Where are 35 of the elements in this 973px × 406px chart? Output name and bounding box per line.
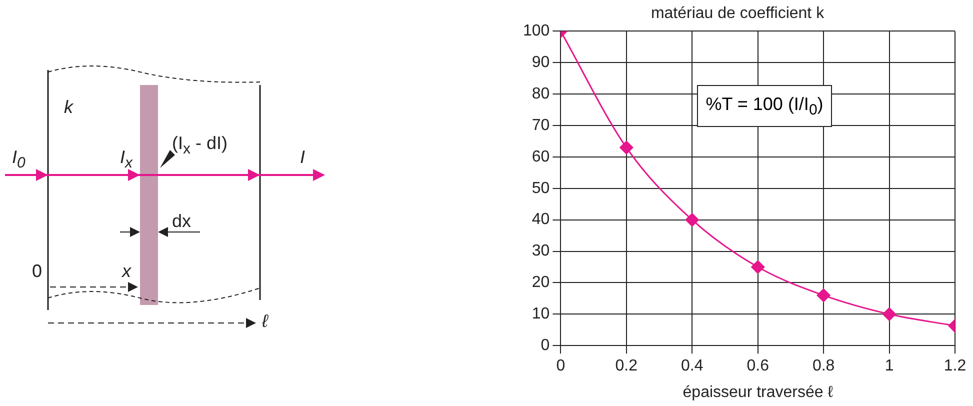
y-tick-label: 0 [540, 337, 550, 354]
point [816, 288, 830, 302]
x-tick-label: 0.2 [615, 358, 638, 375]
point [751, 260, 765, 274]
x-tick-label: 0.6 [746, 358, 770, 375]
text: I$_{0}$ [12, 147, 26, 172]
x-tick-label: 1 [884, 358, 894, 375]
x-tick-label: 1.2 [944, 358, 966, 375]
text: (I$_{x}$ - dI) [172, 133, 228, 158]
text: dx [172, 211, 192, 231]
y-tick-label: 70 [532, 116, 550, 134]
text: x [122, 261, 131, 281]
y-tick-label: 100 [522, 22, 550, 40]
x-tick-label: 0 [556, 358, 566, 375]
y-tick-label: 40 [532, 211, 550, 228]
text: ℓ [262, 311, 268, 331]
y-tick-label: 80 [532, 85, 550, 102]
text: I$_{x}$ [120, 147, 133, 172]
text: 0 [32, 261, 42, 281]
x-tick-label: 0.4 [681, 358, 704, 375]
x-axis-title: épaisseur traversée ℓ [682, 384, 833, 401]
annotation: %T = 100 (I/I$_{0}$) [696, 84, 832, 128]
y-tick-label: 50 [532, 180, 550, 197]
point [620, 140, 634, 154]
y-tick-label: 60 [532, 148, 550, 166]
y-tick-label: 90 [532, 54, 550, 72]
text: I [300, 147, 306, 167]
chart-title: matériau de coefficient k [650, 5, 826, 22]
y-tick-label: 10 [532, 306, 550, 323]
point [685, 213, 699, 227]
text: k [64, 97, 73, 117]
x-tick-label: 0.8 [812, 358, 835, 375]
y-tick-label: 20 [532, 274, 550, 292]
point [882, 307, 896, 321]
y-tick-label: 30 [532, 242, 550, 260]
